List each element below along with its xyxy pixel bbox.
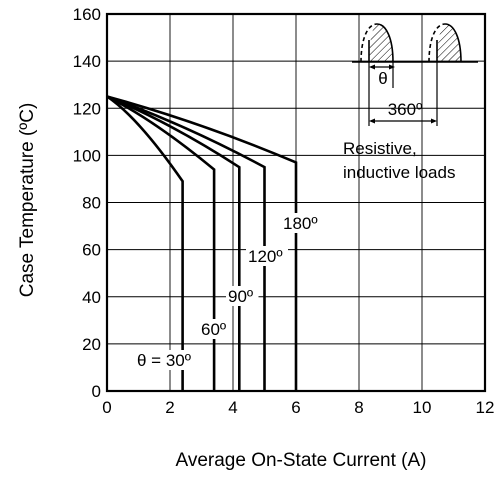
series-label-background <box>226 286 259 306</box>
series-curves <box>106 95 298 391</box>
series-label-background <box>281 213 323 233</box>
y-tick-label: 60 <box>82 241 101 260</box>
inset-theta-label: θ <box>378 69 387 88</box>
y-tick-label: 80 <box>82 194 101 213</box>
inset-period-arrowhead-left <box>369 118 375 124</box>
series-label-background <box>246 246 288 266</box>
plot-frame <box>105 12 487 393</box>
y-tick-label: 20 <box>82 335 101 354</box>
series-line-0 <box>106 95 184 391</box>
y-tick-label: 100 <box>73 146 101 165</box>
inset-pulse-1-dashed <box>360 23 378 63</box>
inset-theta-arrowhead-left <box>369 64 375 70</box>
series-label-background <box>135 350 206 370</box>
inset-pulse-1-outline <box>368 23 394 63</box>
inset-pulse-1-hatched <box>369 24 393 62</box>
x-tick-label: 8 <box>354 398 363 417</box>
y-tick-label: 120 <box>73 99 101 118</box>
x-tick-label: 12 <box>476 398 495 417</box>
series-label-background <box>199 319 232 339</box>
series-label-3: 120º <box>248 247 283 266</box>
x-axis-title: Average On-State Current (A) <box>176 450 427 471</box>
inset-theta-arrowhead-right <box>389 64 395 70</box>
y-tick-label: 140 <box>73 52 101 71</box>
load-note-line-1: Resistive, <box>343 139 417 158</box>
x-tick-label: 4 <box>228 398 237 417</box>
inset-pulse-2-outline <box>436 23 462 63</box>
inset-period-arrowhead-right <box>431 118 437 124</box>
series-line-3 <box>106 95 266 391</box>
y-tick-label: 0 <box>92 382 101 401</box>
x-tick-label: 2 <box>165 398 174 417</box>
waveform-inset: θ 360º <box>352 23 478 126</box>
x-tick-label: 0 <box>102 398 111 417</box>
inset-pulse-2-hatched <box>437 24 461 62</box>
inset-period-label: 360º <box>388 100 423 119</box>
y-axis-title: Case Temperature (ºC) <box>17 103 38 298</box>
x-tick-label: 10 <box>413 398 432 417</box>
y-tick-label: 160 <box>73 5 101 24</box>
x-tick-label: 6 <box>291 398 300 417</box>
series-line-2 <box>106 95 241 391</box>
series-label-0: θ = 30º <box>137 351 191 370</box>
y-tick-labels: 0 20 40 60 80 100 120 140 160 <box>73 5 101 401</box>
load-note-line-2: inductive loads <box>343 163 455 182</box>
x-tick-labels: 0 2 4 6 8 10 12 <box>102 398 494 417</box>
series-label-1: 60º <box>201 320 226 339</box>
inset-pulse-2-dashed <box>428 23 446 63</box>
y-tick-label: 40 <box>82 288 101 307</box>
series-label-4: 180º <box>283 214 318 233</box>
series-line-4 <box>106 95 298 391</box>
series-label-2: 90º <box>228 287 253 306</box>
